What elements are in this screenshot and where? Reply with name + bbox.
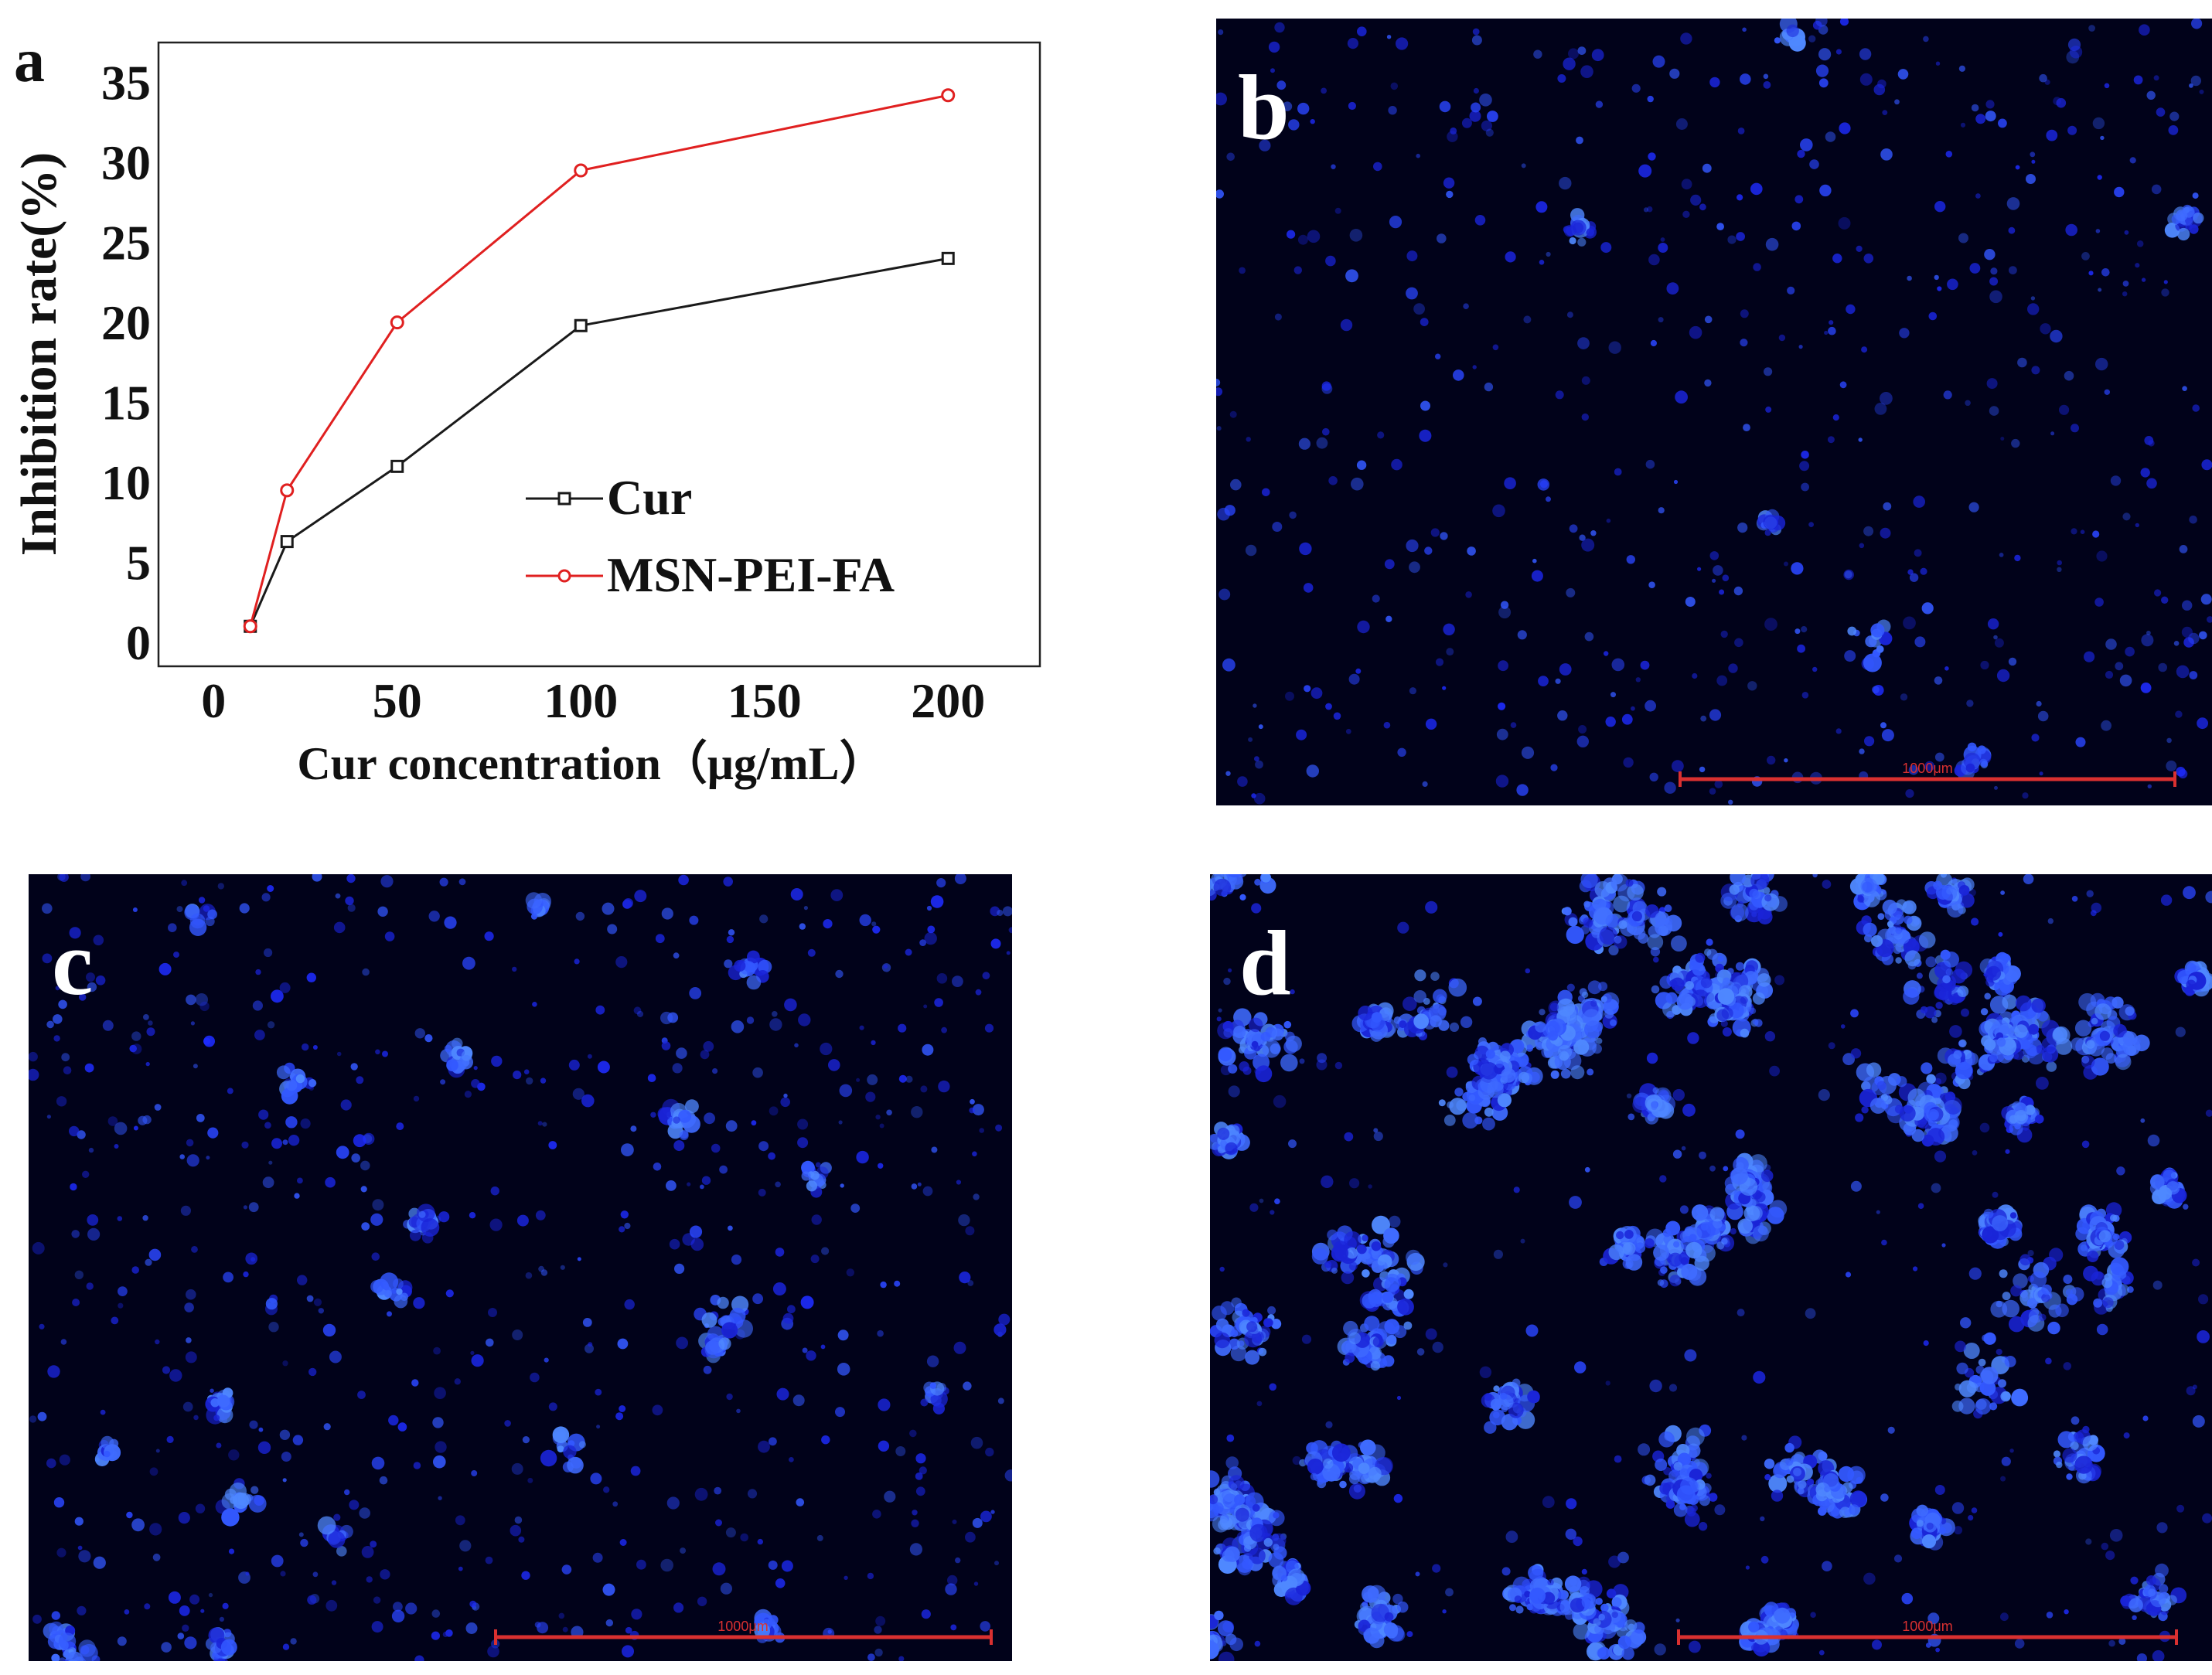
cell-field-d	[1210, 874, 2212, 1661]
y-tick-label: 30	[101, 135, 151, 190]
panel-c-label: c	[52, 911, 94, 1014]
x-axis-label: Cur concentration（μg/mL）	[297, 737, 885, 789]
plot-frame	[157, 41, 1041, 668]
data-point-cur	[280, 535, 294, 549]
micrograph-b: b 1000μm	[1216, 19, 2212, 805]
legend-msn-label: MSN-PEI-FA	[607, 547, 895, 602]
y-tick-label: 35	[101, 56, 151, 111]
cell-field-b	[1216, 19, 2212, 805]
panel-a-label: a	[14, 27, 45, 95]
data-point-msn-pei-fa	[390, 315, 404, 330]
panel-d-label: d	[1239, 911, 1291, 1014]
line-chart: 0 5 10 15 20 25 30 35 0 50 100 150 200 Inhibition r…	[11, 27, 1041, 789]
x-tick-label: 150	[728, 673, 802, 728]
legend: Cur MSN-PEI-FA	[526, 470, 895, 602]
x-tick-label: 50	[373, 673, 422, 728]
y-axis-label: Inhibition rate(%)	[11, 152, 67, 557]
y-ticks: 0 5 10 15 20 25 30 35	[101, 56, 151, 670]
x-ticks: 0 50 100 150 200	[201, 673, 985, 728]
data-series	[243, 88, 956, 634]
legend-msn-marker	[557, 569, 571, 583]
legend-cur-label: Cur	[607, 470, 692, 525]
data-point-msn-pei-fa	[280, 483, 295, 498]
chart-panel-a: 0 5 10 15 20 25 30 35 0 50 100 150 200 Inhibition r…	[0, 0, 1067, 835]
data-point-msn-pei-fa	[941, 88, 956, 103]
y-tick-label: 20	[101, 295, 151, 350]
y-tick-label: 0	[126, 615, 151, 670]
y-tick-label: 25	[101, 216, 151, 271]
x-tick-label: 0	[201, 673, 226, 728]
data-point-cur	[390, 459, 404, 473]
micrograph-c: c 1000μm	[29, 874, 1012, 1661]
data-point-cur	[941, 251, 955, 265]
y-tick-label: 10	[101, 455, 151, 510]
panel-b-label: b	[1238, 56, 1290, 158]
y-tick-label: 5	[126, 536, 151, 591]
cell-field-c	[29, 874, 1012, 1661]
micrograph-d: d 1000μm	[1210, 874, 2212, 1661]
data-point-msn-pei-fa	[243, 619, 257, 634]
x-tick-label: 100	[544, 673, 618, 728]
y-tick-label: 15	[101, 376, 151, 431]
legend-cur-marker	[557, 492, 571, 506]
x-tick-label: 200	[911, 673, 985, 728]
data-point-cur	[574, 318, 588, 332]
data-point-msn-pei-fa	[574, 163, 588, 178]
